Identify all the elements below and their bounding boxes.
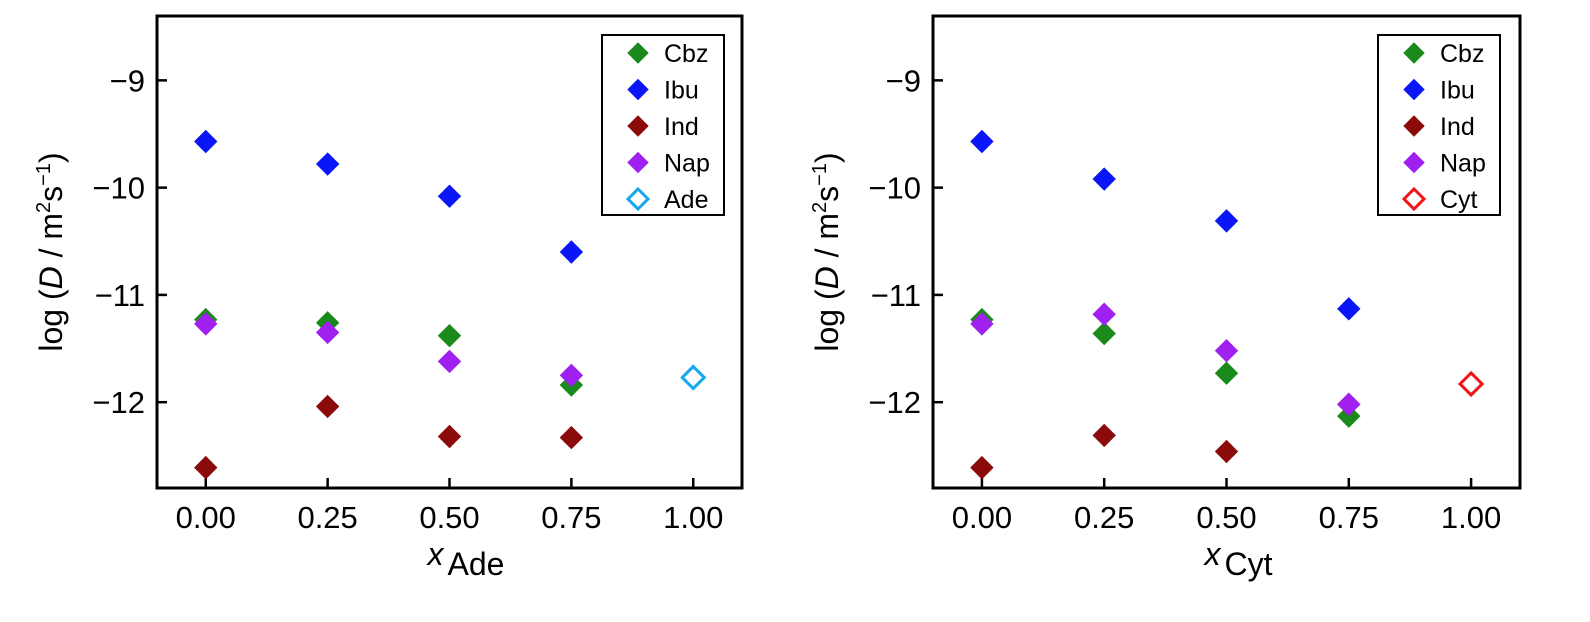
x-tick-label: 0.75 bbox=[1319, 500, 1379, 535]
legend-label-ind: Ind bbox=[664, 113, 699, 141]
marker-cbz bbox=[1214, 361, 1239, 385]
marker-nap bbox=[437, 349, 462, 374]
legend-label-ibu: Ibu bbox=[664, 77, 699, 105]
legend: Cbz Ibu Ind Nap Ade bbox=[601, 34, 725, 216]
x-tick-label: 1.00 bbox=[663, 500, 723, 535]
y-tick-label: −11 bbox=[871, 278, 921, 313]
y-tick-label: −9 bbox=[110, 63, 145, 98]
y-tick-label: −12 bbox=[868, 385, 921, 420]
x-axis-label-subscript: Cyt bbox=[1225, 546, 1273, 582]
marker-ibu bbox=[1214, 209, 1239, 233]
x-tick-label: 0.50 bbox=[419, 500, 479, 535]
legend-marker-cbz bbox=[627, 42, 649, 64]
marker-cbz bbox=[1092, 321, 1116, 346]
x-axis-label: x bbox=[1203, 536, 1222, 572]
marker-nap bbox=[970, 312, 994, 336]
y-tick-label: −12 bbox=[92, 385, 145, 420]
marker-ibu bbox=[437, 184, 462, 208]
legend-box bbox=[601, 34, 725, 216]
legend: Cbz Ibu Ind Nap Cyt bbox=[1377, 34, 1501, 216]
marker-nap bbox=[315, 320, 340, 345]
legend-label-cbz: Cbz bbox=[664, 40, 708, 68]
legend-label-ade: Ade bbox=[664, 186, 708, 214]
marker-ind bbox=[1092, 423, 1116, 448]
x-tick-label: 0.25 bbox=[297, 500, 357, 535]
legend-marker-cyt bbox=[1401, 186, 1427, 212]
x-axis-label: x bbox=[426, 536, 445, 572]
y-tick-label: −10 bbox=[868, 171, 921, 206]
legend-marker-cbz bbox=[1403, 42, 1425, 64]
marker-ibu bbox=[1092, 167, 1116, 191]
marker-ibu bbox=[1337, 297, 1361, 321]
y-tick-label: −11 bbox=[95, 278, 145, 313]
legend-marker-nap bbox=[1403, 151, 1425, 174]
marker-cbz bbox=[1337, 404, 1361, 428]
y-tick-label: −10 bbox=[92, 171, 145, 206]
marker-ind bbox=[559, 425, 584, 450]
marker-ibu bbox=[315, 152, 340, 176]
marker-nap bbox=[559, 363, 584, 388]
legend-label-cbz: Cbz bbox=[1440, 40, 1484, 68]
x-tick-label: 0.25 bbox=[1074, 500, 1134, 535]
marker-ibu bbox=[194, 129, 218, 154]
legend-label-cyt: Cyt bbox=[1440, 186, 1478, 214]
marker-ind bbox=[315, 394, 340, 419]
legend-marker-ade bbox=[625, 186, 651, 212]
marker-ind bbox=[437, 424, 462, 449]
legend-marker-ind bbox=[1403, 115, 1425, 137]
marker-ind bbox=[1214, 439, 1239, 464]
x-axis-label-subscript: Ade bbox=[448, 546, 505, 582]
legend-label-ibu: Ibu bbox=[1440, 77, 1475, 105]
marker-ind bbox=[194, 455, 218, 480]
legend-label-nap: Nap bbox=[664, 150, 710, 178]
legend-marker-ibu bbox=[627, 78, 649, 101]
x-tick-label: 0.75 bbox=[541, 500, 601, 535]
x-tick-label: 0.00 bbox=[952, 500, 1012, 535]
marker-ibu bbox=[970, 129, 994, 154]
marker-cbz bbox=[437, 323, 462, 348]
marker-nap bbox=[194, 312, 218, 336]
marker-nap bbox=[1337, 392, 1361, 417]
legend-box bbox=[1377, 34, 1501, 216]
legend-label-nap: Nap bbox=[1440, 150, 1486, 178]
legend-label-ind: Ind bbox=[1440, 113, 1475, 141]
legend-marker-ind bbox=[627, 115, 649, 137]
marker-nap bbox=[1092, 302, 1116, 326]
x-tick-label: 0.50 bbox=[1196, 500, 1256, 535]
y-axis-label: log (D / m2s−1) bbox=[809, 152, 845, 351]
marker-ibu bbox=[559, 240, 584, 264]
marker-ind bbox=[970, 455, 994, 480]
x-tick-label: 1.00 bbox=[1441, 500, 1501, 535]
x-tick-label: 0.00 bbox=[176, 500, 236, 535]
y-tick-label: −9 bbox=[886, 63, 921, 98]
marker-nap bbox=[1214, 338, 1239, 363]
legend-marker-nap bbox=[627, 151, 649, 174]
y-axis-label: log (D / m2s−1) bbox=[33, 152, 69, 351]
legend-marker-ibu bbox=[1403, 78, 1425, 101]
marker-cyt bbox=[1457, 370, 1485, 398]
marker-ade bbox=[680, 364, 707, 391]
